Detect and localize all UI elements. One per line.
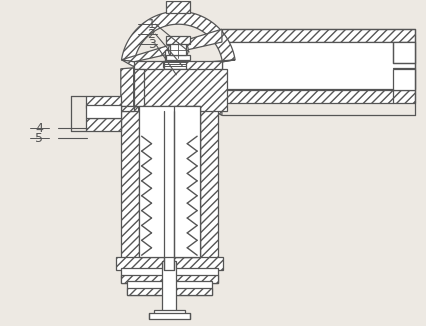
Bar xyxy=(86,96,121,109)
Bar xyxy=(138,107,200,257)
Bar xyxy=(170,43,186,55)
Bar xyxy=(153,310,185,315)
Bar xyxy=(166,36,190,44)
Bar xyxy=(153,82,185,131)
Text: 4: 4 xyxy=(35,122,43,135)
Bar xyxy=(162,261,176,313)
Bar xyxy=(164,61,186,69)
Bar xyxy=(392,42,414,63)
Bar xyxy=(148,313,190,319)
Bar xyxy=(392,69,414,90)
Text: 3: 3 xyxy=(147,37,155,51)
Bar xyxy=(164,67,174,75)
Bar xyxy=(165,50,173,72)
Polygon shape xyxy=(121,29,222,62)
Bar xyxy=(121,268,217,283)
Bar xyxy=(166,55,190,60)
Bar xyxy=(163,61,175,67)
Bar xyxy=(166,1,190,13)
Polygon shape xyxy=(134,69,200,111)
Bar xyxy=(153,85,185,136)
Polygon shape xyxy=(153,72,185,89)
Bar xyxy=(222,29,414,42)
Bar xyxy=(86,106,121,118)
Text: 5: 5 xyxy=(35,132,43,145)
Text: 2: 2 xyxy=(147,28,155,41)
Bar xyxy=(170,53,186,61)
Bar xyxy=(162,69,188,75)
Polygon shape xyxy=(133,69,227,111)
Bar xyxy=(115,257,222,270)
Bar xyxy=(200,107,217,260)
Bar xyxy=(174,107,200,257)
Bar xyxy=(121,275,217,283)
Polygon shape xyxy=(121,107,138,111)
Bar xyxy=(222,42,414,89)
Circle shape xyxy=(168,40,188,60)
Bar xyxy=(222,90,414,102)
Polygon shape xyxy=(121,60,235,111)
Polygon shape xyxy=(121,107,138,111)
Bar xyxy=(158,79,180,133)
Bar xyxy=(164,111,174,270)
Bar xyxy=(121,107,138,260)
Bar xyxy=(134,61,222,71)
Polygon shape xyxy=(121,11,235,62)
Bar xyxy=(161,75,177,85)
Bar xyxy=(127,281,212,295)
Bar xyxy=(86,118,121,131)
Bar xyxy=(127,288,212,295)
Text: 1: 1 xyxy=(147,18,155,31)
Polygon shape xyxy=(121,60,222,115)
